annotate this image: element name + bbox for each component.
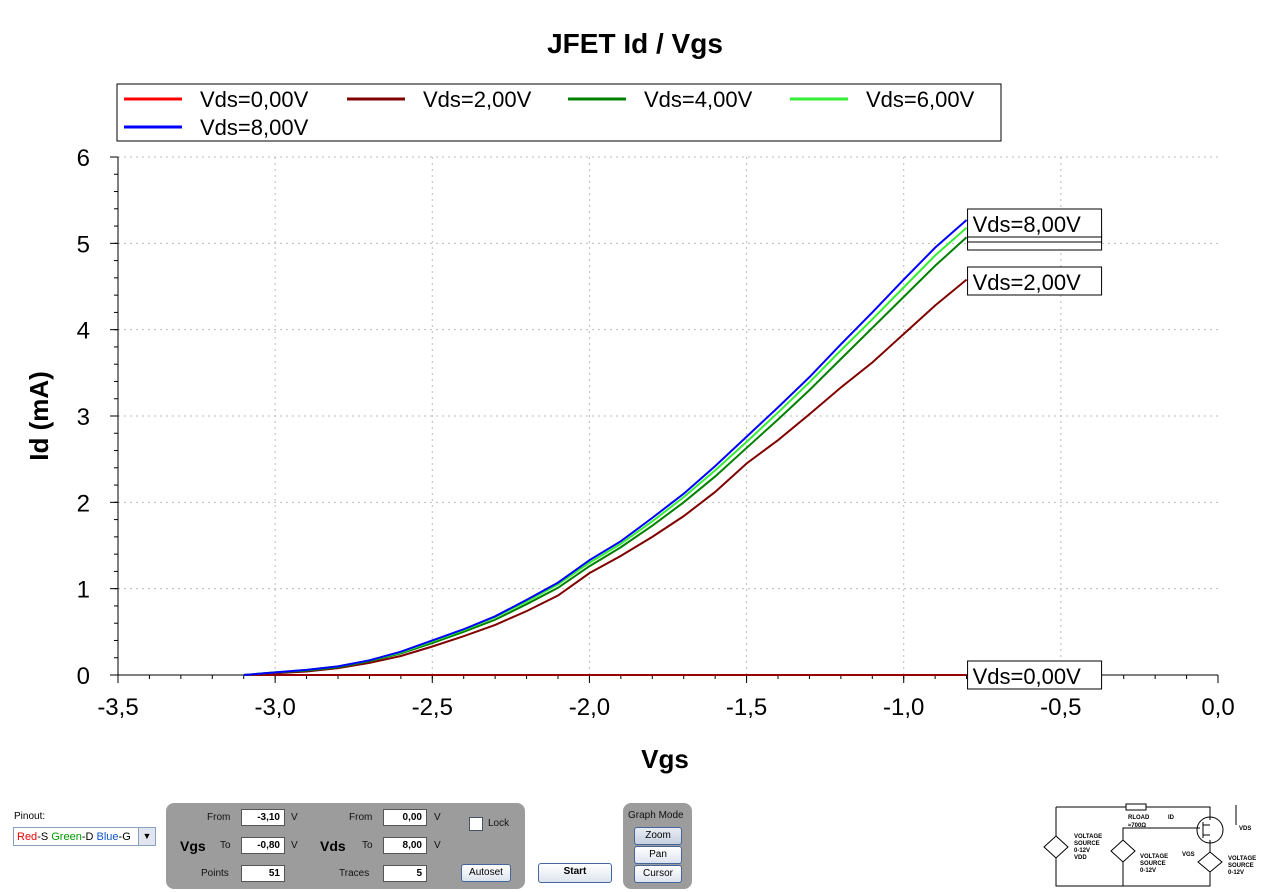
x-tick-label: -1,5 <box>726 694 767 721</box>
src3-line: VOLTAGE <box>1228 856 1256 862</box>
y-tick-label: 0 <box>77 663 90 690</box>
vgs-to-label: To <box>220 840 231 851</box>
src2-line: 0-12V <box>1140 868 1156 874</box>
id-label: ID <box>1168 815 1175 821</box>
end-label-vds2: Vds=2,00V <box>967 266 1103 296</box>
unit-v: V <box>291 812 298 823</box>
pin-blue: Blue <box>96 831 119 843</box>
y-tick-label: 4 <box>77 318 90 345</box>
src1-line: SOURCE <box>1074 841 1100 847</box>
x-tick-label: -3,5 <box>97 694 138 721</box>
src2-line: VOLTAGE <box>1140 854 1168 860</box>
chevron-down-icon[interactable]: ▼ <box>138 828 155 845</box>
legend-box <box>116 83 1002 142</box>
svg-text:Vds=2,00V: Vds=2,00V <box>973 270 1082 295</box>
points-input[interactable]: 51 <box>241 865 285 882</box>
series-line-Vds=6,00V <box>243 227 968 676</box>
legend-label: Vds=2,00V <box>423 87 532 112</box>
x-tick-label: -3,0 <box>254 694 295 721</box>
pan-mode-button[interactable]: Pan <box>634 846 682 864</box>
vds-from-label: From <box>349 812 373 823</box>
legend: Vds=0,00V Vds=2,00V Vds=4,00V Vds=6,00V Vds=… <box>116 83 1002 142</box>
chart-title: JFET Id / Vgs <box>547 28 723 59</box>
src1-line: VDD <box>1074 855 1087 861</box>
src2-line: SOURCE <box>1140 861 1166 867</box>
x-axis-label: Vgs <box>641 744 689 774</box>
x-tick-label: 0,0 <box>1201 694 1234 721</box>
vds-label: Vds <box>320 838 346 854</box>
src1-line: VOLTAGE <box>1074 834 1102 840</box>
rload-value: ≈700Ω <box>1128 823 1146 829</box>
pin-g: -G <box>118 831 131 843</box>
unit-v: V <box>291 840 298 851</box>
svg-text:Vds=0,00V: Vds=0,00V <box>973 664 1082 689</box>
vds-schem-label: VDS <box>1239 826 1251 832</box>
pin-red: Red <box>17 831 38 843</box>
unit-v: V <box>434 840 441 851</box>
lock-label: Lock <box>488 818 510 829</box>
vgs-from-label: From <box>207 812 231 823</box>
y-tick-label: 1 <box>77 577 90 604</box>
vds-to-input[interactable]: 8,00 <box>383 837 427 854</box>
src3-line: 0-12V <box>1228 870 1244 876</box>
zoom-mode-button[interactable]: Zoom <box>634 827 682 845</box>
pin-d: -D <box>81 831 97 843</box>
traces-input[interactable]: 5 <box>383 865 427 882</box>
lock-checkbox[interactable] <box>469 817 483 831</box>
x-tick-label: -2,0 <box>569 694 610 721</box>
vds-to-label: To <box>362 840 373 851</box>
chart: JFET Id / Vgs -3,5 -3,0 -2,5 -2,0 -1,5 -1,0 -0… <box>24 28 1235 774</box>
vgs-from-input[interactable]: -3,10 <box>241 809 285 826</box>
legend-label: Vds=0,00V <box>200 87 309 112</box>
y-tick-label: 5 <box>77 231 90 258</box>
circuit-schematic: RLOAD ≈700Ω ID VDS VGS VOLTAGE SOURCE 0-… <box>1043 803 1256 887</box>
svg-text:Vds=8,00V: Vds=8,00V <box>973 212 1082 237</box>
pinout-label: Pinout: <box>14 811 46 822</box>
y-tick-label: 2 <box>77 490 90 517</box>
unit-v: V <box>434 812 441 823</box>
pin-green: Green <box>51 831 82 843</box>
y-axis-label: Id (mA) <box>24 371 54 461</box>
x-tick-label: -2,5 <box>412 694 453 721</box>
vds-from-input[interactable]: 0,00 <box>383 809 427 826</box>
y-tick-label: 3 <box>77 404 90 431</box>
graph-mode-label: Graph Mode <box>628 810 684 821</box>
x-tick-label: -1,0 <box>883 694 924 721</box>
legend-label: Vds=4,00V <box>644 87 753 112</box>
points-label: Points <box>201 868 229 879</box>
y-tick-label: 6 <box>77 145 90 172</box>
end-label-vds8: Vds=8,00V <box>967 208 1103 238</box>
vgs-label: Vgs <box>180 838 206 854</box>
pinout-select[interactable]: Red-S Green-D Blue-G ▼ <box>13 827 156 846</box>
series-line-Vds=4,00V <box>243 236 968 676</box>
start-button[interactable]: Start <box>538 863 612 883</box>
autoset-button[interactable]: Autoset <box>461 864 511 882</box>
cursor-mode-button[interactable]: Cursor <box>634 865 682 883</box>
src1-line: 0-12V <box>1074 848 1090 854</box>
legend-label: Vds=8,00V <box>200 115 309 140</box>
legend-label: Vds=6,00V <box>866 87 975 112</box>
series-line-Vds=8,00V <box>243 219 968 676</box>
pin-s: -S <box>37 831 52 843</box>
scrollbar[interactable] <box>1259 0 1275 800</box>
src3-line: SOURCE <box>1228 863 1254 869</box>
rload-label: RLOAD <box>1128 815 1150 821</box>
traces-label: Traces <box>339 868 370 879</box>
vgs-to-input[interactable]: -0,80 <box>241 837 285 854</box>
vgs-schem-label: VGS <box>1182 852 1195 858</box>
end-label-vds0: Vds=0,00V <box>967 660 1103 690</box>
series-line-Vds=2,00V <box>243 278 968 676</box>
x-tick-label: -0,5 <box>1040 694 1081 721</box>
